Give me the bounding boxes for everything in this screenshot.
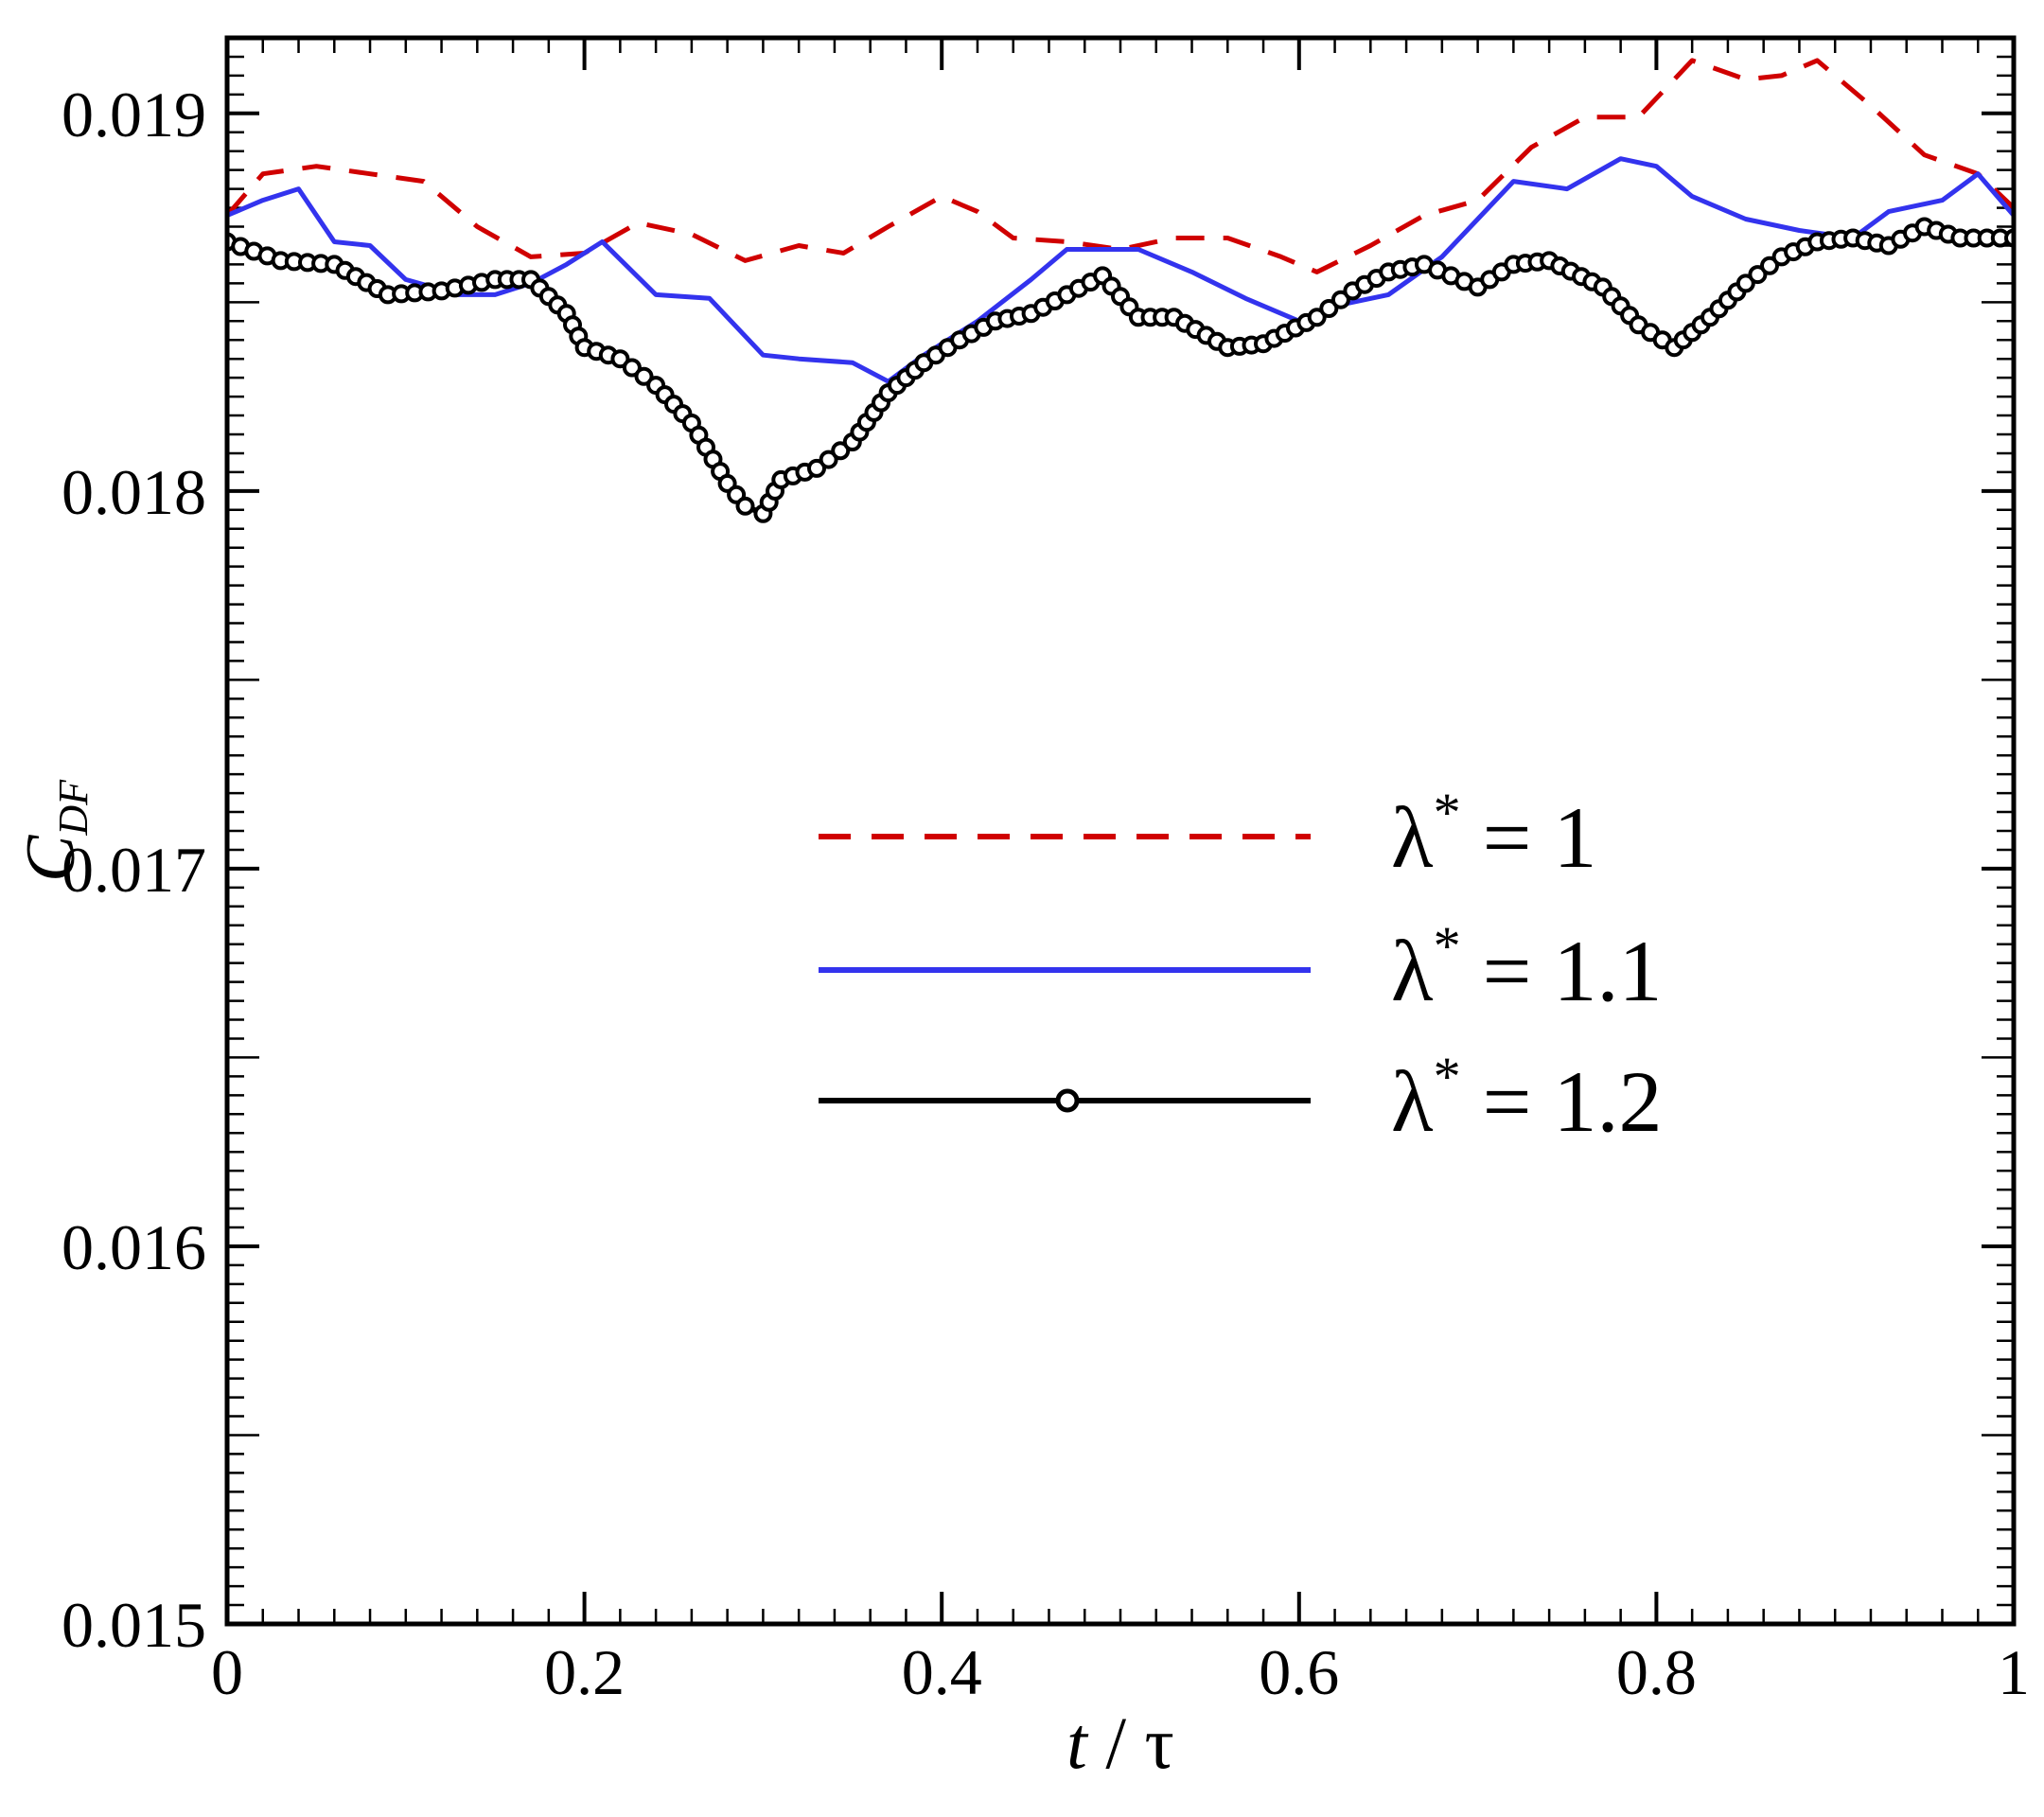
legend-marker [1055, 1088, 1080, 1113]
series-marker [819, 450, 838, 469]
legend-superscript: * [1434, 915, 1461, 977]
x-axis-sep: / [1087, 1702, 1145, 1784]
legend-item: λ* = 1.1 [819, 915, 1663, 1019]
series-marker [807, 458, 826, 478]
legend-item: λ* = 1 [819, 782, 1597, 886]
minor-ticks [227, 38, 2014, 1624]
series-marker [1748, 265, 1768, 285]
y-tick-label: 0.017 [62, 834, 206, 906]
series-line [227, 156, 2014, 384]
series-marker [1330, 290, 1350, 309]
legend-label: λ* = 1.1 [1391, 915, 1663, 1019]
series-marker [831, 441, 851, 461]
tick-labels: 0 0.2 0.4 0.6 0.8 1 0.015 0.016 0.017 0.018 0.019 [62, 79, 2030, 1708]
y-axis-sub: DF [50, 779, 97, 837]
series-layer [227, 58, 2014, 523]
y-axis-main: C [12, 834, 90, 882]
legend-label: λ* = 1 [1391, 782, 1597, 886]
legend: λ* = 1λ* = 1.1λ* = 1.2 [819, 782, 1663, 1150]
x-tick-label: 0.2 [544, 1636, 625, 1708]
legend-value: = 1.2 [1461, 1053, 1663, 1150]
series-marker [1319, 299, 1339, 318]
legend-item: λ* = 1.2 [819, 1046, 1663, 1150]
legend-value: = 1.1 [1461, 923, 1663, 1019]
series-3 [227, 217, 2014, 523]
series-marker [1307, 308, 1327, 327]
x-axis-unit: τ [1144, 1702, 1173, 1784]
x-axis-var: t [1066, 1702, 1089, 1784]
series-marker [1760, 256, 1779, 275]
series-line [227, 58, 2014, 274]
legend-symbol: λ [1391, 789, 1434, 886]
legend-superscript: * [1434, 782, 1461, 843]
y-tick-label: 0.019 [62, 79, 206, 150]
x-tick-label: 0 [211, 1636, 243, 1708]
x-tick-label: 1 [1998, 1636, 2030, 1708]
series-line [227, 223, 2014, 517]
y-tick-label: 0.015 [62, 1589, 206, 1661]
y-tick-label: 0.018 [62, 456, 206, 528]
legend-value: = 1 [1461, 789, 1597, 886]
series-marker [1736, 273, 1755, 293]
x-axis-title: t / τ [1066, 1702, 1174, 1784]
series-marker [634, 366, 654, 386]
series-marker [610, 349, 630, 369]
y-axis-title: CDF [12, 779, 97, 882]
series-1 [227, 58, 2014, 274]
series-marker [735, 496, 755, 516]
x-tick-label: 0.8 [1616, 1636, 1697, 1708]
legend-symbol: λ [1391, 923, 1434, 1019]
legend-superscript: * [1434, 1046, 1461, 1107]
series-2 [227, 156, 2014, 384]
x-tick-label: 0.6 [1259, 1636, 1339, 1708]
legend-symbol: λ [1391, 1053, 1434, 1150]
x-tick-label: 0.4 [902, 1636, 982, 1708]
y-tick-label: 0.016 [62, 1211, 206, 1283]
plot-frame [224, 35, 2017, 1627]
series-marker [622, 358, 642, 378]
legend-label: λ* = 1.2 [1391, 1046, 1663, 1150]
